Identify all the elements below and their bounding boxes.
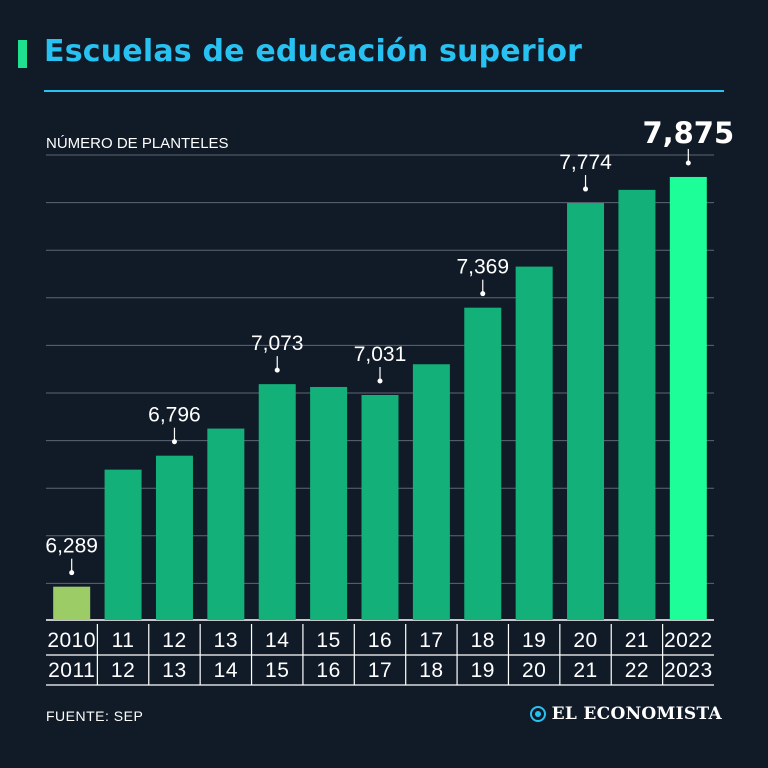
- bars: [53, 176, 707, 621]
- source-note: FUENTE: SEP: [46, 708, 144, 724]
- bar-2012-2013: [155, 455, 193, 620]
- tick-label-top: 18: [471, 629, 495, 652]
- tick-label-bottom: 13: [162, 659, 186, 682]
- bar-2019-2020: [515, 266, 553, 620]
- bar-2022-2023: [669, 176, 707, 621]
- label-dot: [583, 186, 589, 192]
- bar-chart: NÚMERO DE PLANTELES 6,289 6,796 7,073 7,031…: [45, 116, 734, 686]
- tick-label-bottom: 2011: [48, 659, 95, 682]
- tick-label-bottom: 17: [368, 659, 392, 682]
- data-label: 7,073: [251, 332, 304, 355]
- tick-label-bottom: 14: [214, 659, 238, 682]
- data-label: 6,796: [148, 404, 201, 427]
- label-dot: [480, 291, 486, 297]
- data-label: 7,774: [559, 151, 612, 174]
- brand-logo: EL ECONOMISTA: [529, 704, 722, 724]
- label-dot: [69, 570, 75, 576]
- data-label: 7,031: [354, 343, 407, 366]
- label-dot: [685, 160, 691, 166]
- tick-label-top: 20: [573, 629, 597, 652]
- y-axis-label: NÚMERO DE PLANTELES: [46, 135, 229, 152]
- bar-2020-2021: [567, 203, 605, 621]
- tick-label-bottom: 2023: [664, 659, 713, 682]
- bar-2017-2018: [412, 364, 450, 620]
- tick-label-top: 14: [265, 629, 289, 652]
- label-dot: [377, 378, 383, 384]
- tick-label-top: 17: [419, 629, 443, 652]
- tick-label-bottom: 15: [265, 659, 289, 682]
- tick-label-top: 12: [162, 629, 186, 652]
- globe-icon: [529, 706, 546, 722]
- data-label: 7,875: [642, 116, 734, 150]
- x-axis-ticks: 2010 2011 11 12 12 13 13 14 14 15 15 16 16 17 17 18 18 19…: [46, 624, 714, 686]
- title-accent-mark: [18, 40, 27, 68]
- bar-2018-2019: [464, 307, 502, 620]
- brand-name: EL ECONOMISTA: [551, 704, 722, 724]
- tick-label-bottom: 21: [573, 659, 597, 682]
- bar-2010-2011: [53, 586, 91, 620]
- page-title: Escuelas de educación superior: [44, 34, 583, 69]
- tick-label-top: 19: [522, 629, 546, 652]
- tick-label-top: 16: [368, 629, 392, 652]
- tick-label-bottom: 16: [316, 659, 340, 682]
- tick-label-bottom: 22: [625, 659, 649, 682]
- tick-label-bottom: 19: [471, 659, 495, 682]
- tick-label-top: 13: [214, 629, 238, 652]
- bar-2014-2015: [258, 384, 296, 620]
- tick-label-bottom: 20: [522, 659, 546, 682]
- bar-2015-2016: [310, 386, 348, 620]
- tick-label-top: 2010: [47, 629, 96, 652]
- tick-label-top: 15: [316, 629, 340, 652]
- label-dot: [171, 439, 177, 445]
- bar-2021-2022: [618, 189, 656, 620]
- bar-2013-2014: [207, 428, 245, 620]
- tick-label-bottom: 18: [419, 659, 443, 682]
- tick-label-top: 11: [112, 629, 135, 652]
- tick-label-top: 21: [625, 629, 649, 652]
- bar-2011-2012: [104, 469, 142, 620]
- data-labels: 6,289 6,796 7,073 7,031 7,369 7,774 7,875: [45, 116, 734, 576]
- tick-label-top: 2022: [664, 629, 713, 652]
- data-label: 6,289: [45, 535, 98, 558]
- tick-label-bottom: 12: [111, 659, 135, 682]
- bar-2016-2017: [361, 394, 399, 620]
- label-dot: [274, 367, 280, 373]
- title-divider: [44, 90, 724, 92]
- data-label: 7,369: [456, 256, 509, 279]
